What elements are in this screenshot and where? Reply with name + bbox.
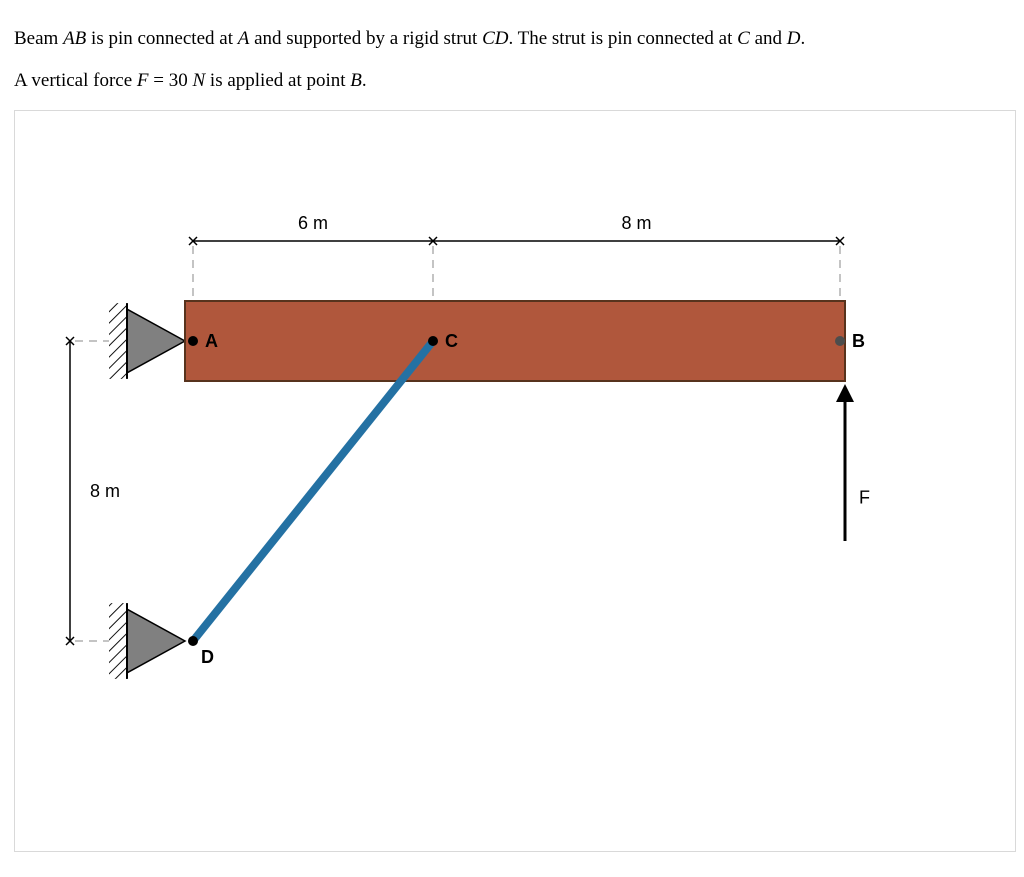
svg-text:8 m: 8 m	[621, 213, 651, 233]
svg-text:A: A	[205, 331, 218, 351]
unit-N: N	[192, 70, 205, 91]
text: and	[750, 28, 787, 49]
svg-text:8 m: 8 m	[90, 481, 120, 501]
text: .	[362, 70, 367, 91]
svg-text:C: C	[445, 331, 458, 351]
var-C: C	[737, 28, 750, 49]
text: A vertical force	[14, 70, 137, 91]
var-D: D	[787, 28, 801, 49]
svg-text:D: D	[201, 647, 214, 667]
text: .	[800, 28, 805, 49]
var-AB: AB	[63, 28, 86, 49]
text: . The strut is pin connected at	[508, 28, 737, 49]
text: Beam	[14, 28, 63, 49]
text: is applied at point	[205, 70, 350, 91]
svg-text:6 m: 6 m	[298, 213, 328, 233]
svg-text:B: B	[852, 331, 865, 351]
var-CD: CD	[482, 28, 508, 49]
problem-statement: Beam AB is pin connected at A and suppor…	[14, 18, 1010, 102]
force-value: 30	[169, 70, 193, 91]
text: and supported by a rigid strut	[249, 28, 482, 49]
text: =	[149, 70, 169, 91]
var-A: A	[238, 28, 250, 49]
figure-container: 6 m 8 m 8 m A C B D F	[14, 110, 1016, 852]
beam-diagram: 6 m 8 m 8 m A C B D F	[15, 111, 1015, 851]
svg-text:F: F	[859, 487, 870, 507]
text: is pin connected at	[86, 28, 237, 49]
var-B: B	[350, 70, 362, 91]
var-F: F	[137, 70, 149, 91]
